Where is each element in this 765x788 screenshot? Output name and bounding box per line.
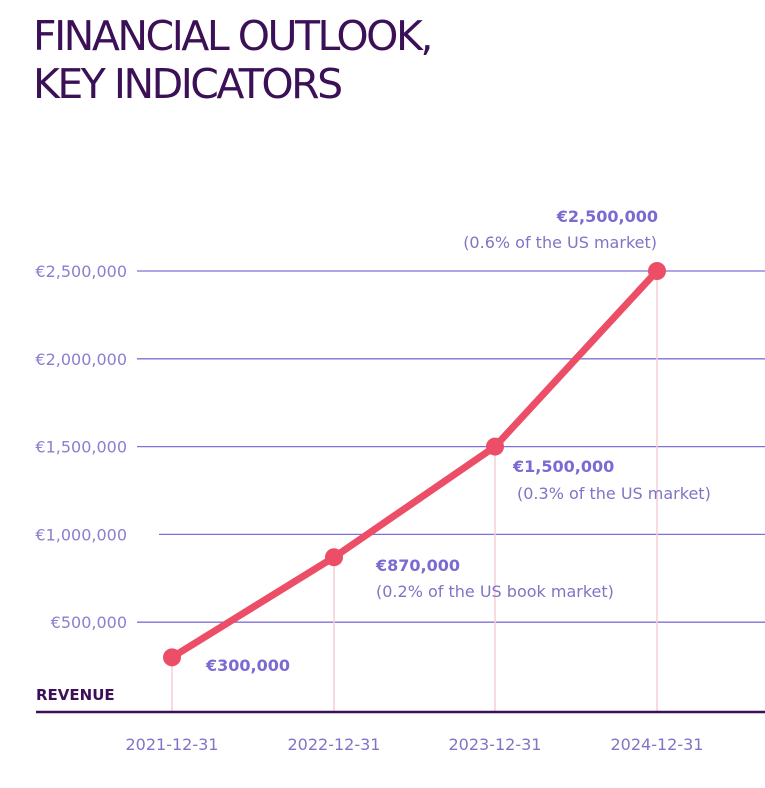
y-axis-label: REVENUE (36, 686, 115, 704)
title-line-2: KEY INDICATORS (33, 60, 343, 108)
revenue-series-line (168, 267, 661, 661)
y-tick-label: €2,500,000 (35, 262, 127, 281)
x-tick-label: 2024-12-31 (611, 735, 704, 754)
data-label: €1,500,000 (512, 457, 614, 476)
droplines (171, 271, 658, 712)
data-point (163, 648, 181, 667)
x-tick-label: 2021-12-31 (126, 735, 219, 754)
data-point (648, 262, 666, 280)
y-axis-ticks: €500,000 €1,000,000 €1,500,000 €2,000,000 €2… (35, 262, 127, 632)
annotation: (0.3% of the US market) (517, 484, 711, 503)
y-tick-label: €500,000 (51, 613, 127, 632)
y-tick-label: €1,500,000 (35, 438, 127, 457)
data-label: €870,000 (375, 556, 460, 575)
x-tick-label: 2023-12-31 (449, 735, 542, 754)
point-labels: €300,000 €870,000 (0.2% of the US book mar… (205, 207, 711, 675)
data-point (486, 437, 504, 456)
y-tick-label: €2,000,000 (35, 350, 127, 369)
data-label: €2,500,000 (556, 207, 658, 226)
annotation: (0.6% of the US market) (463, 233, 657, 252)
title-line-1: FINANCIAL OUTLOOK, (33, 12, 433, 60)
y-tick-label: €1,000,000 (35, 525, 127, 544)
series (163, 262, 666, 667)
page-title: FINANCIAL OUTLOOK, KEY INDICATORS (33, 12, 433, 108)
annotation: (0.2% of the US book market) (376, 582, 614, 601)
data-point (325, 548, 343, 567)
data-label: €300,000 (205, 656, 290, 675)
x-axis-ticks: 2021-12-31 2022-12-31 2023-12-31 2024-12-31 (126, 735, 704, 754)
x-tick-label: 2022-12-31 (288, 735, 381, 754)
